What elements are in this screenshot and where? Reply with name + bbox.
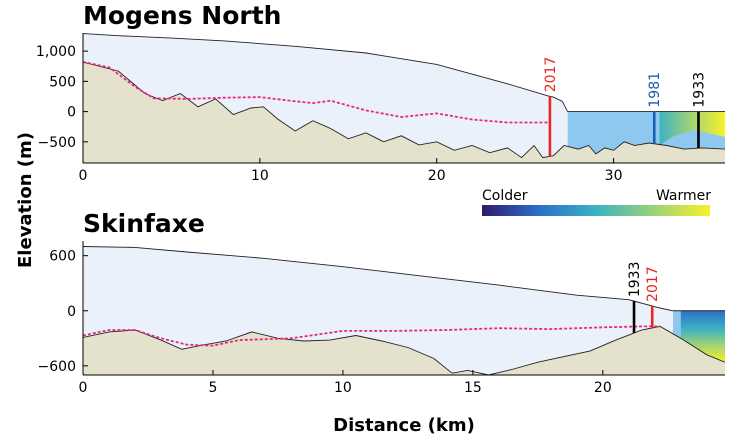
x-tick-label: 20 <box>594 380 612 396</box>
y-tick-label: 600 <box>49 249 76 265</box>
x-tick-label: 0 <box>79 380 88 396</box>
x-axis-title: Distance (km) <box>333 415 475 436</box>
y-tick-label: 500 <box>49 74 76 90</box>
plot-area <box>83 33 725 163</box>
x-tick-label: 0 <box>79 168 88 184</box>
y-axis-title: Elevation (m) <box>15 132 36 268</box>
ice-body <box>83 33 568 158</box>
melt-line <box>83 325 660 347</box>
y-tick-label: −500 <box>38 135 76 151</box>
panel-title-mogens-north: Mogens North <box>83 1 281 30</box>
ice-surface-line <box>83 246 674 312</box>
colorbar-high-label: Warmer <box>656 188 711 204</box>
temperature-section <box>659 111 725 146</box>
x-tick-label: 30 <box>605 168 623 184</box>
y-tick-label: 1,000 <box>36 44 76 60</box>
panel-title-skinfaxe: Skinfaxe <box>83 209 205 238</box>
y-tick-label: 0 <box>67 105 76 121</box>
panel-mogens-north: 2017 1981 1933 0 10 20 30 −500 0 500 1,000 <box>36 33 725 184</box>
profile-label-1981: 1981 <box>647 72 663 108</box>
x-tick-label: 20 <box>428 168 446 184</box>
y-tick-label: −600 <box>38 359 76 375</box>
x-tick-label: 15 <box>464 380 482 396</box>
profile-label-2017: 2017 <box>543 57 559 93</box>
bed-line <box>83 61 725 159</box>
x-tick-label: 5 <box>208 380 217 396</box>
x-tick-label: 10 <box>251 168 269 184</box>
colorbar <box>482 205 710 216</box>
temperature-section <box>680 310 725 363</box>
y-tick-label: 0 <box>67 304 76 320</box>
bed-line <box>83 325 725 375</box>
plot-area <box>83 246 725 375</box>
bedrock <box>83 62 725 163</box>
bedrock <box>83 326 725 375</box>
ice-surface-line <box>83 33 569 112</box>
profile-label-2017: 2017 <box>645 266 661 302</box>
colorbar-low-label: Colder <box>482 188 528 204</box>
melt-line <box>83 61 550 124</box>
profile-label-1933: 1933 <box>627 261 643 297</box>
ice-body <box>83 246 673 375</box>
profile-label-1933: 1933 <box>691 72 707 108</box>
x-tick-label: 10 <box>334 380 352 396</box>
